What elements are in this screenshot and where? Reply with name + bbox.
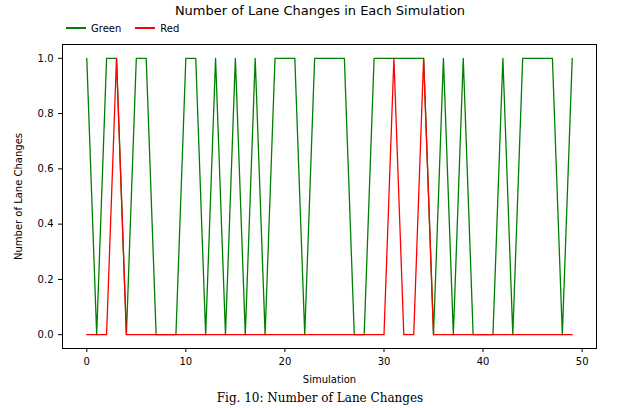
svg-text:10: 10	[179, 356, 192, 367]
svg-text:Number of Lane Changes: Number of Lane Changes	[13, 133, 24, 260]
svg-text:50: 50	[576, 356, 589, 367]
svg-text:0.6: 0.6	[38, 163, 54, 174]
html-text:Fig. 10: Number of Lane Change: Fig. 10: Number of Lane Changes	[216, 391, 424, 405]
svg-text:40: 40	[477, 356, 490, 367]
html-text:Number of Lane Changes in Each: Number of Lane Changes in Each Simulatio…	[174, 3, 466, 18]
svg-text:0.8: 0.8	[38, 108, 54, 119]
svg-text:Simulation: Simulation	[303, 374, 356, 385]
html-text:Red: Red	[160, 22, 180, 34]
svg-text:0.2: 0.2	[38, 274, 54, 285]
svg-text:0.4: 0.4	[38, 218, 54, 229]
svg-text:0.0: 0.0	[38, 329, 54, 340]
svg-text:0: 0	[84, 356, 90, 367]
svg-text:1.0: 1.0	[38, 53, 54, 64]
svg-text:20: 20	[279, 356, 292, 367]
html-text:Green: Green	[91, 22, 122, 34]
svg-text:30: 30	[378, 356, 391, 367]
